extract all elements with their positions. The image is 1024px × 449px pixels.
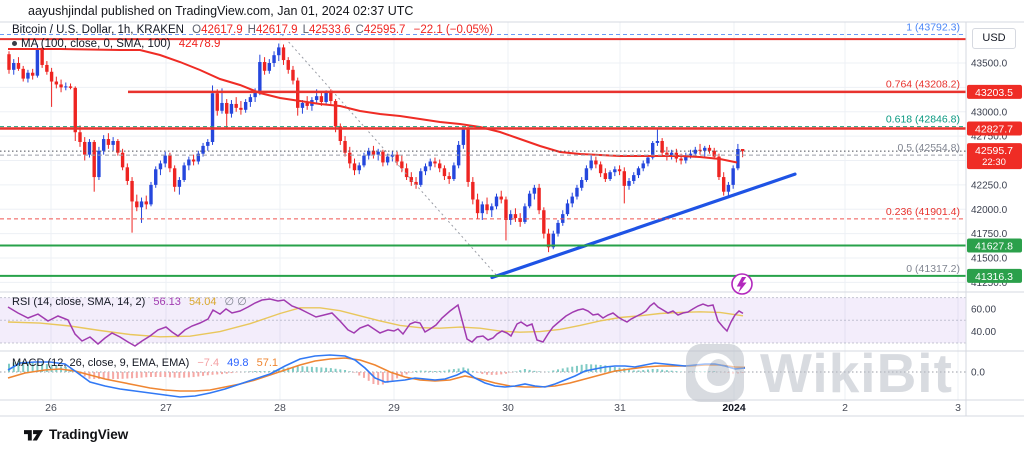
price-tick: 42000.0 [971, 205, 1008, 216]
svg-text:43203.5: 43203.5 [975, 87, 1013, 99]
axis-price-badge: 42595.722:30 [967, 143, 1022, 170]
ohlc-item: L42533.6 [302, 24, 351, 36]
rsi-legend[interactable]: RSI (14, close, SMA, 14, 2) 56.13 54.04 … [12, 295, 247, 308]
rsi-label: RSI (14, close, SMA, 14, 2) [12, 296, 146, 308]
date-label: 2024 [722, 402, 746, 414]
drawings-layer [281, 34, 797, 280]
fib-label: 1 (43792.3) [906, 22, 960, 34]
hlines-layer [0, 34, 966, 277]
macd-signal-value: 57.1 [256, 357, 279, 369]
date-label: 29 [388, 402, 400, 414]
date-label: 3 [955, 402, 961, 414]
tradingview-logo-icon [24, 430, 43, 441]
tradingview-brand: TradingView [49, 427, 129, 442]
svg-text:41627.8: 41627.8 [975, 241, 1013, 253]
change-value: −22.1 (−0.05%) [413, 24, 493, 36]
ma-value: 42478.9 [178, 38, 221, 50]
rsi-layer [7, 298, 744, 347]
ma-bullet-icon [12, 41, 17, 47]
date-label: 26 [45, 402, 57, 414]
tradingview-footer[interactable]: TradingView [24, 427, 128, 442]
fib-label: 0.236 (41901.4) [886, 206, 960, 218]
date-label: 27 [160, 402, 172, 414]
date-label: 31 [614, 402, 626, 414]
time-axis: 26 27 28 29 30 31 2024 2 3 [45, 402, 961, 414]
ohlc-item: O42617.9 [192, 24, 243, 36]
fib-label: 0.618 (42846.8) [886, 114, 960, 126]
ma-label: MA (100, close, 0, SMA, 100) [21, 38, 171, 50]
svg-text:41316.3: 41316.3 [975, 271, 1013, 283]
date-label: 30 [502, 402, 514, 414]
rsi-extra: ∅ ∅ [224, 296, 247, 308]
date-label: 28 [274, 402, 286, 414]
fib-label: 0.764 (43208.2) [886, 78, 960, 90]
price-tick: 42250.0 [971, 180, 1008, 191]
axis-price-badge: 41627.8 [967, 238, 1022, 253]
price-tick: 0.0 [971, 368, 985, 379]
candles-layer [7, 43, 745, 253]
symbol-title: Bitcoin / U.S. Dollar, 1h, KRAKEN [12, 24, 184, 36]
grid-layer [0, 22, 966, 400]
symbol-legend[interactable]: Bitcoin / U.S. Dollar, 1h, KRAKEN O42617… [12, 24, 493, 36]
ohlc-item: H42617.9 [247, 24, 298, 36]
price-tick: 43500.0 [971, 59, 1008, 70]
price-tick: 42750.0 [971, 132, 1008, 143]
currency-toggle-button[interactable]: USD [972, 28, 1016, 49]
rsi-value: 56.13 [153, 296, 181, 308]
price-tick: 41500.0 [971, 254, 1008, 265]
publish-header: aayushjindal published on TradingView.co… [28, 4, 414, 18]
price-tick: 41750.0 [971, 229, 1008, 240]
date-label: 2 [842, 402, 848, 414]
macd-layer [0, 354, 966, 398]
axis-price-badge: 41316.3 [967, 268, 1022, 283]
price-tick: 40.00 [971, 327, 996, 338]
svg-text:22:30: 22:30 [982, 157, 1006, 168]
svg-text:42827.7: 42827.7 [975, 124, 1013, 136]
axis-price-badge: 43203.5 [967, 84, 1022, 99]
fib-label: 0 (41317.2) [906, 263, 960, 275]
svg-text:42595.7: 42595.7 [975, 145, 1013, 157]
macd-label: MACD (12, 26, close, 9, EMA, EMA) [12, 357, 190, 369]
fib-label: 0.5 (42554.8) [898, 142, 960, 154]
macd-hist-value: −7.4 [197, 357, 220, 369]
price-tick: 60.00 [971, 304, 996, 315]
price-tick: 41250.0 [971, 278, 1008, 289]
ohlc-values: O42617.9 H42617.9 L42533.6 C42595.7 [187, 24, 405, 36]
macd-legend[interactable]: MACD (12, 26, close, 9, EMA, EMA) −7.4 4… [12, 357, 278, 369]
lightning-icon [736, 277, 747, 293]
axis-price-badge: 42827.7 [967, 121, 1022, 136]
rsi-ma-value: 54.04 [188, 296, 217, 308]
macd-value: 49.8 [227, 357, 249, 369]
ma100-line [8, 48, 738, 164]
price-tick: 43000.0 [971, 107, 1008, 118]
lightning-marker-button[interactable] [731, 273, 753, 295]
ohlc-item: C42595.7 [355, 24, 406, 36]
frame-layer [0, 21, 1024, 417]
ma-legend[interactable]: MA (100, close, 0, SMA, 100) 42478.9 [12, 38, 220, 50]
fib-labels: 1 (43792.3) 0.764 (43208.2) 0.618 (42846.8… [886, 22, 960, 275]
price-axis: 43500.0 43000.0 42750.0 42250.0 42000.0 41750… [967, 59, 1022, 379]
